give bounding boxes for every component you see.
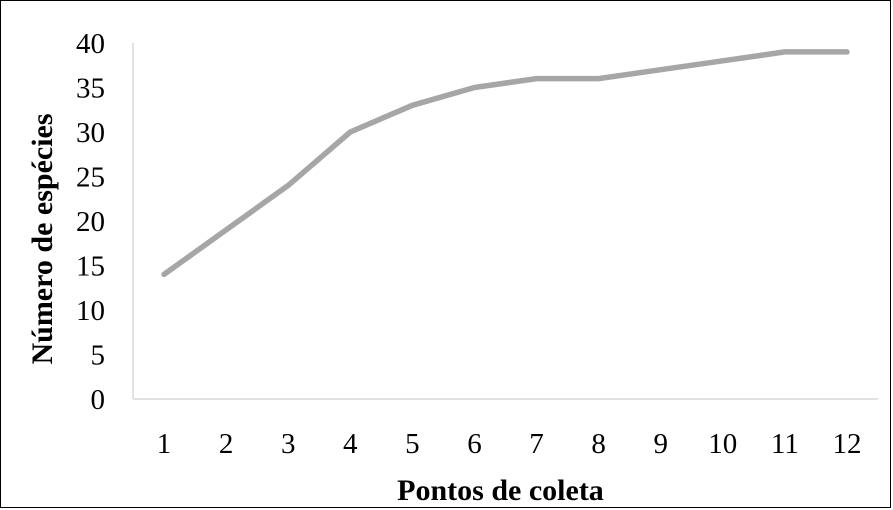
x-tick-label: 5 bbox=[405, 428, 420, 460]
y-tick-label: 15 bbox=[76, 251, 105, 283]
data-point bbox=[161, 271, 167, 277]
y-tick-labels: 0 5 10 15 20 25 30 35 40 bbox=[76, 28, 105, 416]
y-tick-label: 30 bbox=[76, 117, 105, 149]
x-tick-label: 10 bbox=[708, 428, 737, 460]
y-tick-label: 10 bbox=[76, 295, 105, 327]
data-point bbox=[596, 76, 602, 82]
data-point bbox=[534, 76, 540, 82]
data-point bbox=[285, 182, 291, 188]
x-tick-label: 8 bbox=[591, 428, 606, 460]
x-axis-title: Pontos de coleta bbox=[397, 474, 604, 507]
data-point bbox=[409, 102, 415, 108]
y-tick-label: 35 bbox=[76, 73, 105, 105]
series-line bbox=[161, 49, 850, 278]
x-tick-label: 4 bbox=[343, 428, 358, 460]
y-tick-label: 25 bbox=[76, 162, 105, 194]
data-point bbox=[471, 85, 477, 90]
y-tick-label: 20 bbox=[76, 206, 105, 238]
data-point bbox=[223, 227, 229, 233]
y-tick-label: 40 bbox=[76, 28, 105, 60]
x-tick-label: 11 bbox=[771, 428, 799, 460]
x-tick-label: 12 bbox=[832, 428, 861, 460]
x-tick-label: 7 bbox=[529, 428, 544, 460]
x-tick-labels: 1 2 3 4 5 6 7 8 9 10 11 12 bbox=[157, 428, 862, 460]
y-tick-label: 0 bbox=[91, 384, 106, 416]
x-tick-label: 1 bbox=[157, 428, 172, 460]
data-point bbox=[844, 49, 850, 55]
x-tick-label: 3 bbox=[281, 428, 296, 460]
data-point bbox=[782, 49, 788, 55]
x-tick-label: 9 bbox=[653, 428, 668, 460]
data-point bbox=[347, 129, 353, 135]
data-point bbox=[720, 58, 726, 64]
x-tick-label: 6 bbox=[467, 428, 482, 460]
y-axis-title: Número de espécies bbox=[26, 113, 59, 364]
data-point bbox=[658, 67, 664, 73]
y-tick-label: 5 bbox=[91, 340, 106, 372]
data-points bbox=[161, 49, 850, 277]
x-tick-label: 2 bbox=[219, 428, 234, 460]
